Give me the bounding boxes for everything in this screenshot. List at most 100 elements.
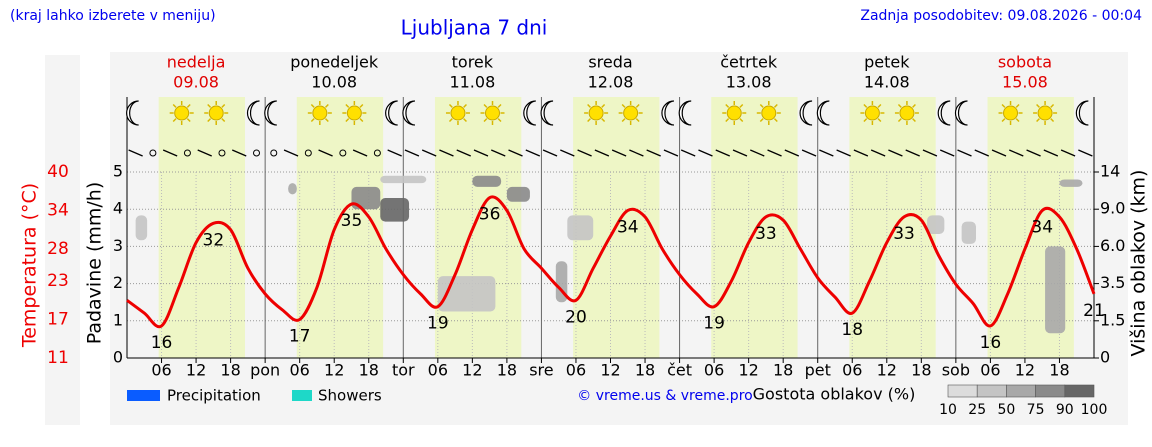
sun-ray — [635, 103, 640, 108]
cloud — [927, 215, 945, 234]
sun-ray — [1036, 103, 1040, 108]
precip-tick-label: 1 — [113, 310, 123, 329]
day-date: 10.08 — [311, 73, 357, 92]
cloud — [351, 186, 381, 210]
sun-ray — [635, 118, 640, 123]
precip-axis-label: Padavine (mm/h) — [84, 182, 106, 345]
daylight-band — [849, 97, 936, 358]
y2-tick-label: 9.0 — [1100, 199, 1125, 218]
y-tick-label: 34 — [47, 200, 69, 220]
sun-ray — [359, 118, 364, 123]
sun-icon — [208, 105, 224, 121]
y2-tick-label: 3.5 — [1100, 273, 1125, 292]
sun-ray — [1036, 118, 1040, 123]
x-tick-label: pon — [250, 361, 280, 380]
sun-ray — [1050, 118, 1055, 123]
temperature-label: 36 — [479, 205, 501, 225]
temperature-label: 34 — [617, 217, 639, 237]
day-date: 11.08 — [449, 73, 495, 92]
day-date: 15.08 — [1002, 73, 1048, 92]
y2-axis-label: Višina oblakov (km) — [1128, 170, 1150, 357]
density-swatch — [1006, 384, 1036, 398]
sun-ray — [207, 118, 212, 123]
day-name: petek — [864, 53, 910, 72]
wind-barb — [542, 149, 558, 157]
day-date: 09.08 — [173, 73, 219, 92]
x-tick-label: 18 — [773, 361, 793, 380]
x-tick-label: 06 — [980, 361, 1000, 380]
sun-ray — [587, 118, 591, 123]
sun-ray — [863, 103, 868, 108]
sun-ray — [448, 118, 453, 123]
y2-tick-label: 0 — [1100, 348, 1110, 367]
cloud — [380, 175, 427, 184]
day-name: sobota — [998, 53, 1052, 72]
wind-barb — [767, 149, 782, 157]
sun-ray — [221, 118, 226, 123]
wind-barb — [318, 149, 333, 157]
temperature-label: 21 — [1083, 301, 1105, 321]
cloud — [506, 186, 530, 202]
density-swatch — [976, 384, 1007, 398]
x-tick-label: 06 — [842, 361, 862, 380]
wind-barb — [508, 149, 523, 157]
wind-barb — [939, 149, 955, 157]
x-tick-label: 12 — [324, 361, 344, 380]
x-tick-label: 12 — [462, 361, 482, 380]
day-name: ponedeljek — [290, 53, 379, 72]
x-tick-label: 12 — [738, 361, 758, 380]
sun-icon — [174, 105, 190, 121]
temperature-label: 32 — [203, 230, 225, 250]
density-tick-label: 90 — [1056, 402, 1074, 418]
sun-icon — [346, 105, 362, 121]
wind-barb — [870, 149, 886, 157]
sun-ray — [310, 118, 315, 123]
cloud — [961, 221, 977, 244]
sun-ray — [497, 118, 502, 123]
sun-ray — [877, 103, 882, 108]
sun-ray — [725, 118, 730, 123]
sun-ray — [172, 118, 177, 123]
cloud — [380, 198, 410, 222]
x-tick-label: 18 — [359, 361, 379, 380]
sun-ray — [897, 118, 902, 123]
wind-barb — [905, 149, 920, 157]
x-tick-label: 18 — [1049, 361, 1069, 380]
sun-icon — [623, 105, 639, 121]
temperature-label: 16 — [151, 333, 173, 353]
sun-ray — [186, 103, 191, 108]
sun-icon — [761, 105, 777, 121]
wind-calm — [373, 149, 381, 157]
daylight-band — [296, 97, 384, 358]
wind-barb — [750, 149, 765, 157]
sun-ray — [207, 103, 212, 108]
wind-barb — [784, 149, 800, 157]
sun-ray — [1050, 103, 1055, 108]
sun-ray — [601, 103, 606, 108]
y2-tick-label: 14 — [1100, 162, 1120, 181]
legend-label: Precipitation — [167, 387, 261, 405]
y2-tick-label: 6.0 — [1100, 236, 1125, 255]
sun-ray — [345, 118, 350, 123]
density-tick-label: 10 — [939, 402, 957, 418]
temperature-label: 19 — [427, 314, 449, 334]
y-tick-label: 17 — [47, 310, 69, 330]
sun-ray — [912, 103, 916, 108]
sun-ray — [359, 103, 364, 108]
temperature-label: 18 — [841, 320, 863, 340]
y-tick-label: 40 — [47, 162, 69, 182]
left-strip — [45, 55, 80, 425]
wind-calm — [339, 149, 347, 157]
density-tick-label: 75 — [1027, 402, 1045, 418]
wind-barb — [560, 149, 575, 157]
x-tick-label: sre — [529, 361, 553, 380]
density-swatch — [1064, 384, 1095, 398]
x-tick-label: sob — [942, 361, 970, 380]
wind-barb — [197, 149, 212, 157]
wind-barb — [974, 149, 990, 157]
day-date: 12.08 — [588, 73, 634, 92]
day-name: nedelja — [167, 53, 226, 72]
wind-barb — [352, 149, 368, 157]
wind-barb — [646, 149, 661, 157]
